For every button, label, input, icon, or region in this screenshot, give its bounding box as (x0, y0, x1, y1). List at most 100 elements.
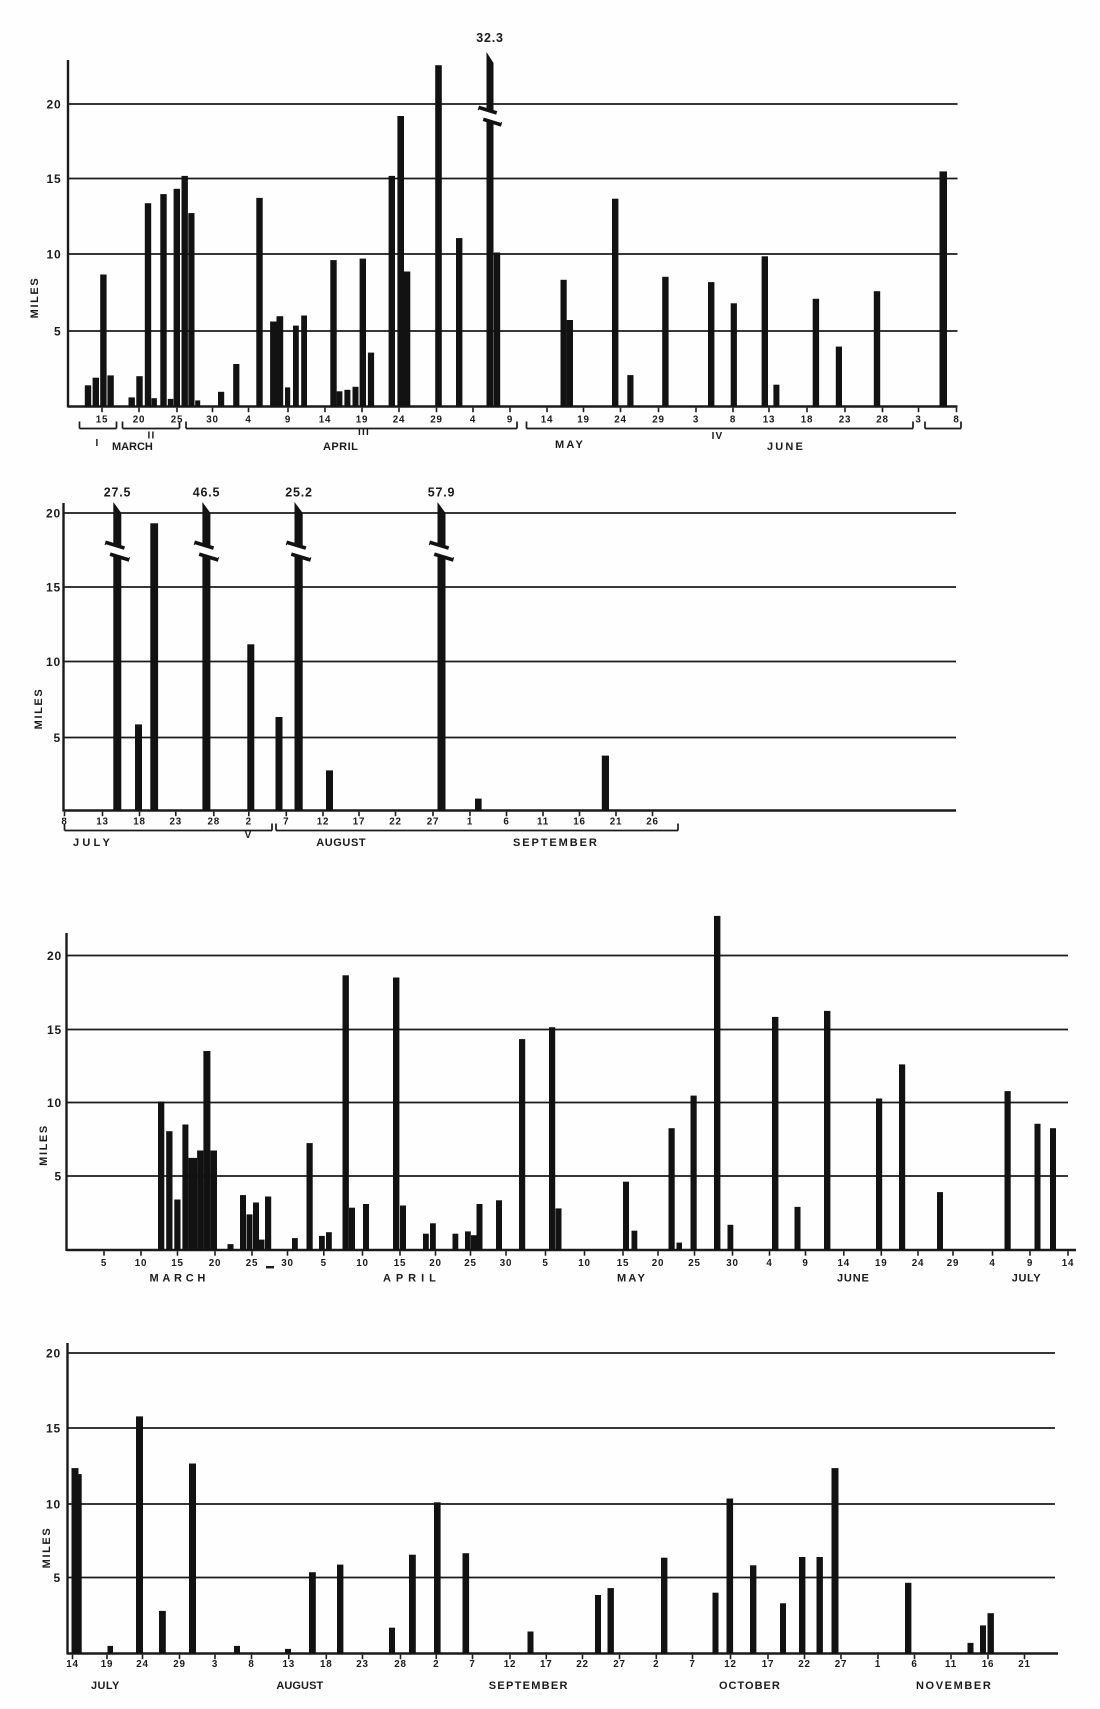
svg-text:28: 28 (876, 415, 889, 426)
svg-text:46.5: 46.5 (193, 486, 221, 500)
svg-text:SEPTEMBER: SEPTEMBER (489, 1680, 569, 1692)
svg-text:14: 14 (541, 415, 554, 426)
svg-text:30: 30 (206, 415, 219, 426)
svg-text:2: 2 (653, 1659, 659, 1670)
svg-text:2: 2 (246, 817, 252, 828)
svg-text:14: 14 (319, 415, 332, 426)
svg-text:20: 20 (209, 1258, 222, 1269)
svg-text:30: 30 (500, 1258, 513, 1269)
svg-text:6: 6 (911, 1659, 917, 1670)
svg-text:5: 5 (542, 1258, 548, 1269)
svg-text:29: 29 (173, 1659, 186, 1670)
svg-text:23: 23 (839, 415, 852, 426)
svg-text:16: 16 (982, 1659, 995, 1670)
svg-text:MARCH: MARCH (150, 1273, 207, 1285)
svg-text:JUNE: JUNE (837, 1273, 870, 1285)
svg-text:17: 17 (353, 817, 366, 828)
svg-text:25: 25 (171, 415, 184, 426)
svg-text:30: 30 (726, 1258, 739, 1269)
svg-text:10: 10 (47, 247, 62, 261)
svg-text:7: 7 (283, 817, 289, 828)
svg-text:23: 23 (170, 817, 183, 828)
svg-text:APRIL: APRIL (323, 441, 359, 453)
svg-text:15: 15 (46, 580, 61, 594)
svg-text:10: 10 (135, 1258, 148, 1269)
svg-text:15: 15 (46, 1421, 61, 1435)
svg-text:21: 21 (1018, 1659, 1031, 1670)
svg-text:9: 9 (507, 415, 513, 426)
svg-text:5: 5 (54, 1571, 61, 1585)
svg-text:25.2: 25.2 (285, 486, 313, 500)
svg-text:24: 24 (136, 1659, 149, 1670)
svg-text:10: 10 (356, 1258, 369, 1269)
svg-text:13: 13 (96, 817, 109, 828)
svg-text:NOVEMBER: NOVEMBER (916, 1680, 992, 1692)
svg-text:20: 20 (429, 1258, 442, 1269)
svg-text:MILES: MILES (33, 688, 45, 730)
svg-text:9: 9 (1027, 1258, 1033, 1269)
svg-text:18: 18 (133, 817, 146, 828)
svg-text:V: V (245, 830, 253, 841)
svg-text:2: 2 (433, 1659, 439, 1670)
svg-text:20: 20 (47, 97, 62, 111)
svg-text:19: 19 (101, 1659, 114, 1670)
svg-text:II: II (148, 431, 156, 442)
svg-text:24: 24 (393, 415, 406, 426)
svg-text:20: 20 (652, 1258, 665, 1269)
svg-text:5: 5 (321, 1258, 327, 1269)
svg-text:22: 22 (798, 1659, 811, 1670)
svg-text:OCTOBER: OCTOBER (719, 1680, 781, 1692)
svg-text:6: 6 (503, 817, 509, 828)
svg-text:MILES: MILES (41, 1527, 53, 1569)
svg-text:18: 18 (801, 415, 814, 426)
svg-text:MARCH: MARCH (112, 441, 154, 453)
svg-text:I: I (96, 438, 100, 449)
svg-text:19: 19 (875, 1258, 888, 1269)
svg-text:15: 15 (171, 1258, 184, 1269)
svg-text:25: 25 (688, 1258, 701, 1269)
svg-text:SEPTEMBER: SEPTEMBER (513, 837, 598, 849)
svg-text:JULY: JULY (1012, 1273, 1042, 1285)
svg-text:APRIL: APRIL (383, 1273, 437, 1285)
svg-text:15: 15 (47, 1023, 62, 1037)
svg-text:18: 18 (320, 1659, 333, 1670)
svg-text:17: 17 (540, 1659, 553, 1670)
svg-text:25: 25 (246, 1258, 259, 1269)
svg-text:IV: IV (712, 431, 724, 442)
svg-text:20: 20 (46, 506, 61, 520)
svg-text:21: 21 (610, 817, 623, 828)
svg-text:20: 20 (46, 1346, 61, 1360)
svg-text:7: 7 (469, 1659, 475, 1670)
svg-text:57.9: 57.9 (428, 486, 456, 500)
svg-text:AUGUST: AUGUST (316, 837, 367, 849)
svg-text:12: 12 (317, 817, 330, 828)
svg-text:JUNE: JUNE (767, 441, 804, 453)
svg-text:MAY: MAY (555, 439, 584, 451)
svg-text:JULY: JULY (91, 1680, 121, 1692)
svg-text:4: 4 (766, 1258, 772, 1269)
svg-text:MILES: MILES (29, 277, 41, 319)
svg-text:29: 29 (430, 415, 443, 426)
svg-text:14: 14 (66, 1659, 79, 1670)
svg-text:10: 10 (46, 655, 61, 669)
svg-text:8: 8 (953, 415, 959, 426)
svg-text:3: 3 (212, 1659, 218, 1670)
svg-text:3: 3 (915, 415, 921, 426)
svg-text:15: 15 (617, 1258, 630, 1269)
svg-text:10: 10 (47, 1096, 62, 1110)
svg-text:4: 4 (989, 1258, 995, 1269)
svg-text:9: 9 (285, 415, 291, 426)
svg-text:MAY: MAY (617, 1273, 646, 1285)
svg-text:16: 16 (573, 817, 586, 828)
svg-text:12: 12 (724, 1659, 737, 1670)
svg-text:19: 19 (577, 415, 590, 426)
svg-text:29: 29 (652, 415, 665, 426)
svg-text:27.5: 27.5 (104, 486, 132, 500)
svg-text:27: 27 (835, 1659, 848, 1670)
svg-text:5: 5 (55, 1169, 62, 1183)
svg-text:1: 1 (875, 1659, 881, 1670)
svg-text:10: 10 (46, 1497, 61, 1511)
svg-text:27: 27 (613, 1659, 626, 1670)
svg-text:8: 8 (61, 817, 67, 828)
svg-text:23: 23 (356, 1659, 369, 1670)
